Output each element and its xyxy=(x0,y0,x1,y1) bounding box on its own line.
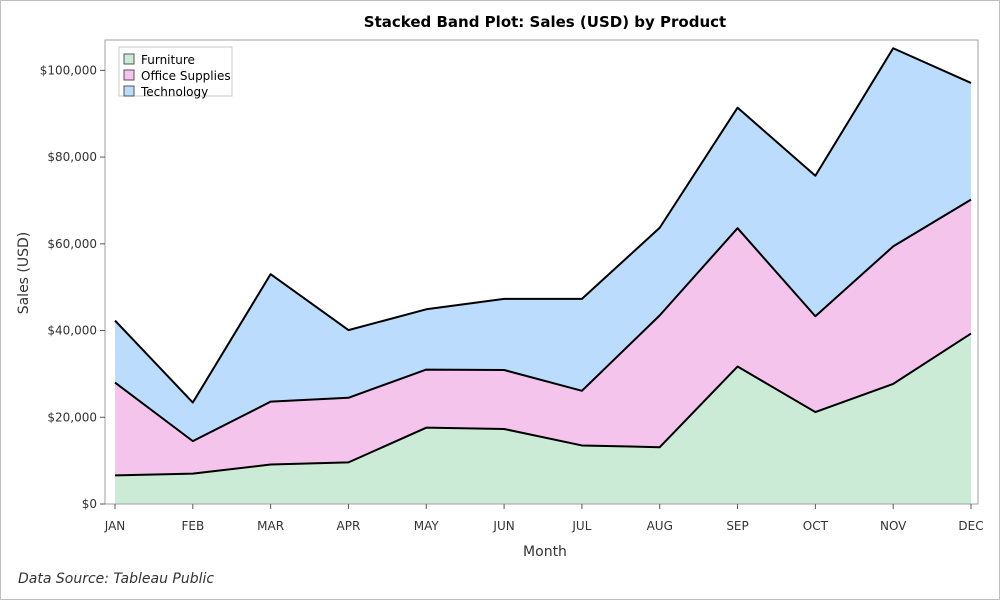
x-tick-label: OCT xyxy=(803,519,829,533)
x-tick-label: FEB xyxy=(181,519,204,533)
legend-swatch xyxy=(123,85,135,97)
y-tick-label: $20,000 xyxy=(47,410,97,424)
chart-title: Stacked Band Plot: Sales (USD) by Produc… xyxy=(364,13,726,31)
x-tick-label: JAN xyxy=(104,519,126,533)
legend-swatch xyxy=(123,53,135,65)
y-tick-label: $60,000 xyxy=(47,237,97,251)
line-furniture xyxy=(114,332,972,477)
x-tick-label: SEP xyxy=(726,519,748,533)
y-tick-label: $100,000 xyxy=(40,63,97,77)
band-office-supplies xyxy=(115,199,971,476)
x-tick-label: DEC xyxy=(958,519,983,533)
x-tick-label: AUG xyxy=(647,519,673,533)
x-tick-label: NOV xyxy=(880,519,907,533)
line-office-supplies xyxy=(114,198,972,443)
plot-layer: $0 $20,000 $40,000 $60,000 $80,000 $100,000 JA… xyxy=(40,39,984,533)
band-furniture xyxy=(115,333,971,504)
legend-swatch xyxy=(123,69,135,81)
x-tick-label: APR xyxy=(337,519,361,533)
data-source-footnote: Data Source: Tableau Public xyxy=(18,571,214,587)
line-technology xyxy=(114,47,972,404)
y-tick-label: $80,000 xyxy=(47,150,97,164)
x-axis-label: Month xyxy=(523,544,567,560)
legend-label: Technology xyxy=(140,85,208,99)
y-axis-label: Sales (USD) xyxy=(16,232,32,315)
x-tick-label: MAR xyxy=(257,519,284,533)
legend-label: Furniture xyxy=(141,53,195,67)
y-tick-label: $0 xyxy=(82,497,97,511)
plot-border xyxy=(104,39,979,505)
y-tick-label: $40,000 xyxy=(47,324,97,338)
legend-box xyxy=(118,46,233,97)
legend-label: Office Supplies xyxy=(141,69,231,83)
x-tick-label: MAY xyxy=(414,519,440,533)
band-technology xyxy=(115,48,971,442)
x-tick-label: JUN xyxy=(492,519,514,533)
x-tick-label: JUL xyxy=(571,519,591,533)
